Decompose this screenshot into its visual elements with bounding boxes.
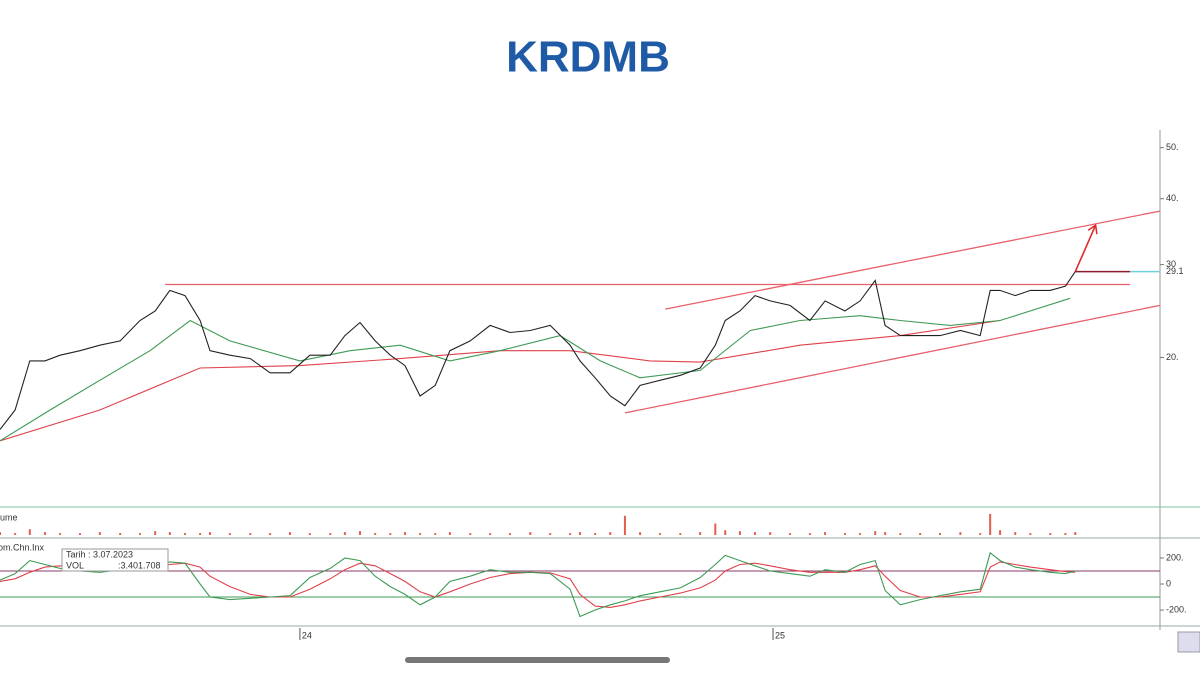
volume-bar <box>959 532 962 535</box>
volume-bar <box>738 531 741 535</box>
volume-bar <box>899 533 902 535</box>
volume-bar <box>549 533 552 535</box>
volume-bar <box>1049 533 1052 535</box>
volume-bar <box>154 531 157 535</box>
arrow <box>1074 226 1095 272</box>
volume-bar <box>403 532 406 535</box>
volume-bar <box>623 515 626 535</box>
volume-bar <box>999 530 1002 535</box>
volume-bar <box>1029 533 1032 535</box>
y-tick-label: -200. <box>1166 604 1187 614</box>
last-price-label: 29.1 <box>1166 266 1184 276</box>
y-tick-label: 0 <box>1166 578 1171 588</box>
volume-label: lume <box>0 512 18 522</box>
x-tick-label: 24 <box>302 630 312 640</box>
volume-bar <box>469 533 472 535</box>
volume-bar <box>343 532 346 535</box>
indicator-line <box>0 551 1076 618</box>
volume-bar <box>448 532 451 535</box>
price-line <box>0 271 1076 430</box>
tooltip-name: VOL <box>66 560 84 570</box>
volume-bar <box>609 532 612 535</box>
volume-bar <box>249 533 252 535</box>
volume-bar <box>569 533 572 535</box>
volume-bar <box>919 533 922 535</box>
y-tick-label: 20. <box>1166 352 1179 362</box>
volume-bar <box>168 532 171 535</box>
volume-bar <box>754 532 757 535</box>
volume-bar <box>228 533 231 535</box>
volume-bar <box>658 533 661 535</box>
trendline <box>624 304 1161 414</box>
volume-bar <box>508 533 511 535</box>
volume-bar <box>769 532 772 535</box>
y-tick-label: 30 <box>1166 259 1176 269</box>
price-line <box>0 319 1001 442</box>
volume-bar <box>419 533 422 535</box>
home-indicator <box>405 657 670 663</box>
volume-bar <box>489 533 492 535</box>
volume-bar <box>14 533 17 535</box>
volume-bar <box>183 533 186 535</box>
tooltip-value: :3.401.708 <box>118 560 161 570</box>
volume-bar <box>1064 533 1067 535</box>
volume-bar <box>139 533 142 535</box>
y-tick-label: 50. <box>1166 142 1179 152</box>
volume-bar <box>699 532 702 535</box>
volume-bar <box>594 533 597 535</box>
indicator-label: om.Chn.Inx <box>0 542 45 552</box>
volume-bar <box>199 533 202 535</box>
volume-bar <box>59 533 62 535</box>
volume-bar <box>28 529 31 535</box>
tooltip-box <box>61 548 169 572</box>
volume-bar <box>0 532 1 535</box>
volume-bar <box>269 533 272 535</box>
tooltip: Tarih : 3.07.2023 VOL :3.401.708 <box>61 548 169 572</box>
volume-bar <box>979 533 982 535</box>
volume-bar <box>289 532 291 535</box>
volume-bar <box>1074 532 1077 535</box>
volume-bar <box>579 532 581 535</box>
volume-bar <box>78 533 81 535</box>
volume-bar <box>434 533 437 535</box>
volume-bar <box>389 533 392 535</box>
volume-bar <box>859 533 862 535</box>
y-tick-label: 200. <box>1166 552 1184 562</box>
trendline <box>665 210 1161 310</box>
volume-bar <box>808 533 811 535</box>
volume-bar <box>43 532 46 535</box>
scroll-button[interactable] <box>1177 631 1200 653</box>
x-tick-label: 25 <box>775 630 785 640</box>
volume-bar <box>789 533 792 535</box>
volume-bar <box>308 533 311 535</box>
volume-bar <box>639 532 642 535</box>
volume-bar <box>724 530 727 535</box>
tooltip-date: Tarih : 3.07.2023 <box>66 549 133 559</box>
volume-bar <box>1014 532 1017 535</box>
price-line <box>0 297 1071 442</box>
volume-bar <box>843 533 846 535</box>
y-tick-label: 40. <box>1166 193 1179 203</box>
volume-bar <box>989 513 992 535</box>
volume-bar <box>359 531 362 535</box>
volume-bar <box>374 533 377 535</box>
volume-bar <box>98 532 101 535</box>
volume-bar <box>824 532 827 535</box>
volume-bar <box>884 532 887 535</box>
volume-bar <box>679 533 682 535</box>
volume-bar <box>329 533 332 535</box>
volume-bar <box>874 531 877 535</box>
volume-bar <box>209 532 212 535</box>
volume-bar <box>714 523 717 535</box>
volume-bar <box>119 533 122 535</box>
volume-bar <box>529 532 532 535</box>
chart-title: KRDMB <box>506 33 670 82</box>
volume-bar <box>939 533 942 535</box>
